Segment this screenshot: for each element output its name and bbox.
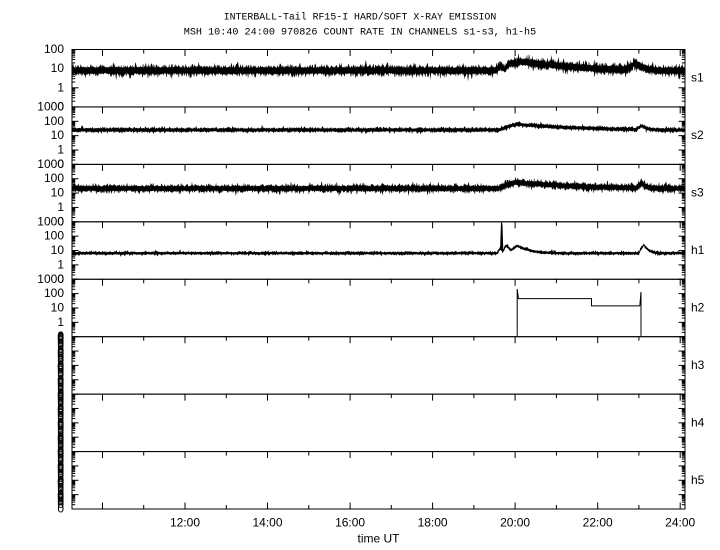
svg-text:1: 1 [57,80,64,94]
svg-text:22:00: 22:00 [583,516,613,530]
svg-text:h4: h4 [691,415,705,429]
svg-text:1: 1 [57,143,64,157]
svg-text:14:00: 14:00 [252,516,282,530]
svg-text:100: 100 [44,229,64,243]
svg-text:h3: h3 [691,358,705,372]
svg-text:100: 100 [44,114,64,128]
svg-text:s3: s3 [691,186,704,200]
svg-text:s2: s2 [691,128,704,142]
svg-text:s1: s1 [691,71,704,85]
svg-text:1: 1 [57,200,64,214]
svg-text:10: 10 [51,61,65,75]
svg-text:12:00: 12:00 [170,516,200,530]
svg-text:INTERBALL-Tail RF15-I HARD/SOF: INTERBALL-Tail RF15-I HARD/SOFT X-RAY EM… [224,12,497,23]
svg-text:1000: 1000 [37,272,64,286]
svg-text:100: 100 [44,171,64,185]
svg-text:1000: 1000 [37,214,64,228]
svg-text:20:00: 20:00 [500,516,530,530]
svg-text:100: 100 [44,286,64,300]
svg-text:h5: h5 [691,473,705,487]
svg-text:1: 1 [57,257,64,271]
svg-text:16:00: 16:00 [335,516,365,530]
svg-text:10: 10 [51,243,65,257]
svg-text:h1: h1 [691,243,705,257]
svg-text:1000: 1000 [37,99,64,113]
svg-text:h2: h2 [691,301,705,315]
svg-text:0: 0 [57,497,64,511]
svg-text:10: 10 [51,301,65,315]
svg-text:MSH 10:40 24:00 970826 COUNT: MSH 10:40 24:00 970826 COUNT RATE IN CHA… [184,27,536,39]
svg-text:18:00: 18:00 [418,516,448,530]
svg-text:1: 1 [57,315,64,329]
svg-text:10: 10 [51,186,65,200]
svg-text:10: 10 [51,128,65,142]
svg-text:100: 100 [44,42,64,56]
svg-text:24:00: 24:00 [665,516,695,530]
svg-text:1000: 1000 [37,157,64,171]
svg-text:time UT: time UT [358,532,401,546]
